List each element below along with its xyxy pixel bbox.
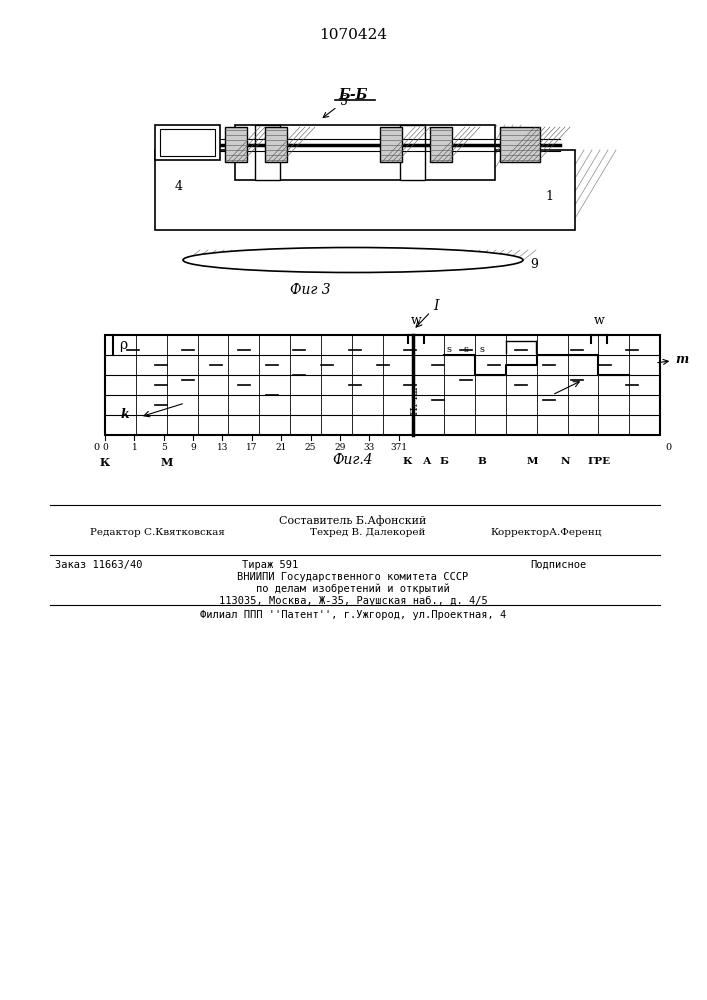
Text: Техред В. Далекорей: Техред В. Далекорей	[310, 528, 426, 537]
Text: 1: 1	[545, 190, 553, 203]
Text: Б-Б: Б-Б	[338, 88, 368, 102]
Text: 1: 1	[132, 443, 137, 452]
Text: М: М	[527, 457, 538, 466]
Text: по делам изобретений и открытий: по делам изобретений и открытий	[256, 584, 450, 594]
Bar	[500, 127, 540, 162]
Text: ВНИИПИ Государственного комитета СССР: ВНИИПИ Государственного комитета СССР	[238, 572, 469, 582]
Text: Фиг 3: Фиг 3	[290, 283, 330, 297]
Bar	[155, 150, 575, 230]
Text: Составитель Б.Афонский: Составитель Б.Афонский	[279, 515, 427, 526]
Text: 9: 9	[530, 258, 538, 271]
Text: М: М	[160, 457, 173, 468]
Text: 33: 33	[363, 443, 375, 452]
Ellipse shape	[183, 247, 523, 272]
Text: В: В	[478, 457, 487, 466]
Text: ГРЕ: ГРЕ	[588, 457, 611, 466]
Text: 0: 0	[102, 443, 108, 452]
Bar	[265, 127, 287, 162]
Text: 371: 371	[390, 443, 407, 452]
Text: 1070424: 1070424	[319, 28, 387, 42]
Bar	[430, 127, 452, 162]
Text: s: s	[480, 345, 485, 354]
Text: 13: 13	[217, 443, 228, 452]
Bar	[160, 129, 215, 156]
Bar	[105, 335, 660, 435]
Bar	[400, 125, 425, 180]
Text: 25: 25	[305, 443, 316, 452]
Text: 21: 21	[276, 443, 287, 452]
Text: А: А	[423, 457, 431, 466]
Text: 9: 9	[190, 443, 196, 452]
Text: Подписное: Подписное	[530, 560, 586, 570]
Text: I: I	[416, 299, 439, 327]
Text: 4: 4	[175, 180, 183, 193]
Text: 5: 5	[160, 443, 167, 452]
Text: 29: 29	[334, 443, 346, 452]
Text: w: w	[411, 314, 421, 327]
Text: k: k	[121, 408, 129, 422]
Bar	[225, 127, 247, 162]
Bar	[155, 125, 220, 160]
Text: m: m	[658, 353, 688, 366]
Text: Фиг.4: Фиг.4	[333, 453, 373, 467]
Text: s: s	[447, 345, 452, 354]
Text: Б: Б	[439, 457, 448, 466]
Text: s: s	[463, 345, 468, 354]
Text: N: N	[561, 457, 571, 466]
Text: Тираж 591: Тираж 591	[242, 560, 298, 570]
Text: К: К	[100, 457, 110, 468]
Bar	[255, 125, 280, 180]
Text: 113035, Москва, Ж-35, Раушская наб., д. 4/5: 113035, Москва, Ж-35, Раушская наб., д. …	[218, 596, 487, 606]
Text: 5: 5	[323, 95, 348, 118]
Text: Заказ 11663/40: Заказ 11663/40	[55, 560, 143, 570]
Text: Редактор С.Квятковская: Редактор С.Квятковская	[90, 528, 225, 537]
Text: КорректорА.Ференц: КорректорА.Ференц	[490, 528, 602, 537]
Bar	[380, 127, 402, 162]
Text: w: w	[594, 314, 604, 327]
Bar	[235, 125, 495, 180]
Text: Птчш: Птчш	[411, 385, 420, 415]
Text: 0: 0	[94, 443, 100, 452]
Text: К: К	[403, 457, 412, 466]
Text: 17: 17	[246, 443, 257, 452]
Text: ρ: ρ	[119, 338, 127, 352]
Text: 0: 0	[665, 443, 671, 452]
Text: Филиал ППП ''Патент'', г.Ужгород, ул.Проектная, 4: Филиал ППП ''Патент'', г.Ужгород, ул.Про…	[200, 610, 506, 620]
